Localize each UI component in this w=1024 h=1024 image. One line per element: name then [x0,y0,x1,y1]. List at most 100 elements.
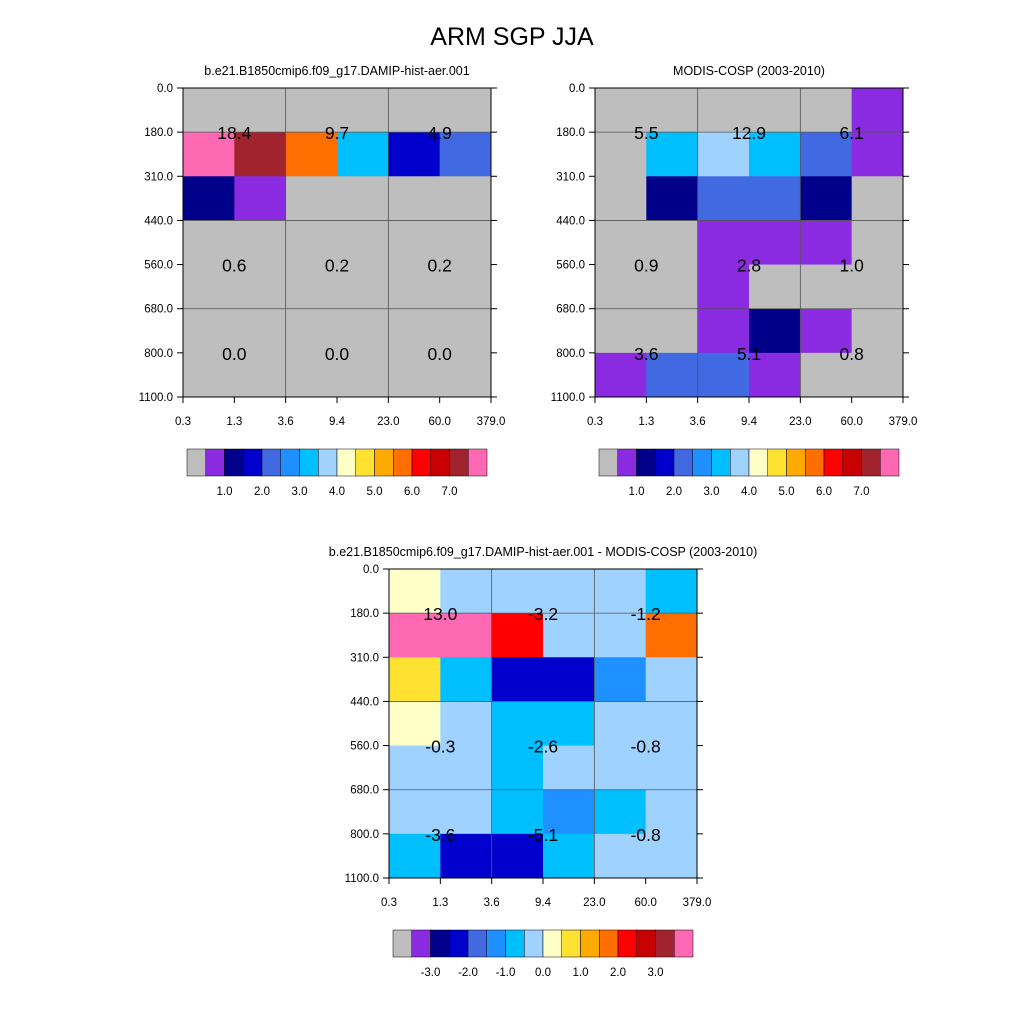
colorbar-label: 3.0 [704,486,720,498]
heatmap-cell [234,220,287,266]
heatmap-cell [697,88,750,133]
heatmap-cell [697,176,750,221]
colorbar-label: -2.0 [458,967,478,979]
heatmap-cell [440,789,493,835]
heatmap-cell [439,220,492,266]
colorbar-swatch [617,448,637,477]
heatmap-cell [491,569,544,614]
heatmap-cell [646,132,699,177]
heatmap-cell [595,264,647,310]
cell-value-label: 13.0 [423,604,457,624]
heatmap-cell [697,308,750,354]
heatmap-cell [645,789,698,835]
heatmap-cell [800,176,853,221]
colorbar-label: 6.0 [816,486,832,498]
colorbar-swatch [692,448,712,477]
y-tick-label: 800.0 [350,829,379,841]
heatmap-cell [234,264,287,310]
heatmap-cell [388,352,441,398]
colorbar-swatch [730,448,750,477]
heatmap-cell [183,88,235,133]
colorbar-swatch [617,929,637,958]
y-tick-label: 310.0 [556,171,585,183]
heatmap-cell [645,745,698,791]
colorbar-label: 5.0 [779,486,795,498]
heatmap-cell [183,264,235,310]
panel-title: b.e21.B1850cmip6.f09_g17.DAMIP-hist-aer.… [204,64,469,78]
y-tick-label: 310.0 [350,652,379,664]
colorbar-swatch [880,448,900,477]
heatmap-cell [337,264,389,310]
y-tick-label: 680.0 [144,304,173,316]
cell-value-label: 0.0 [222,344,247,364]
heatmap-cell [285,264,338,310]
y-tick-label: 560.0 [556,260,585,272]
cell-value-label: -2.6 [528,737,558,757]
cell-value-label: 0.0 [325,344,350,364]
heatmap-cell [337,132,389,177]
colorbar-swatch [598,448,618,477]
panel-observation: MODIS-COSP (2003-2010) 0.0 180.0 310.0 440.0… [551,64,918,498]
colorbar-swatch [186,448,206,477]
heatmap-cell [595,352,647,398]
heatmap-cell [389,701,441,747]
y-tick-label: 800.0 [556,348,585,360]
heatmap-cell [645,833,698,879]
cell-value-label: 0.2 [428,256,452,276]
heatmap-cell [234,352,287,398]
panel-difference: b.e21.B1850cmip6.f09_g17.DAMIP-hist-aer.… [329,545,757,979]
heatmap-cell [594,789,647,835]
colorbar-label: 2.0 [254,486,270,498]
colorbar-swatch [411,929,431,958]
heatmap-cell [697,220,750,266]
heatmap-cell [389,833,441,879]
colorbar-label: 4.0 [741,486,757,498]
colorbar-swatch [767,448,787,477]
colorbar-swatch [336,448,356,477]
colorbar-swatch [655,929,675,958]
heatmap-cell [388,176,441,221]
x-tick-label: 23.0 [583,897,605,909]
heatmap-cell [389,569,441,614]
heatmap-cell [388,132,441,177]
cell-value-label: -3.6 [425,825,455,845]
heatmap-cell [543,613,595,658]
heatmap-cell [645,569,698,614]
cell-value-label: 5.1 [737,344,761,364]
heatmap-cell [543,789,595,835]
heatmap-cell [234,176,287,221]
colorbar-label: -3.0 [421,967,441,979]
colorbar-swatch [467,929,487,958]
colorbar-swatch [748,448,768,477]
heatmap-cell [337,352,389,398]
colorbar-swatch [542,929,562,958]
heatmap-cell [439,132,492,177]
heatmap-cell [749,176,801,221]
colorbar-swatch [861,448,881,477]
heatmap-cell [337,308,389,354]
heatmap-cell [285,220,338,266]
cell-value-label: -1.2 [631,604,661,624]
heatmap-cell [491,833,544,879]
x-tick-label: 0.3 [587,416,603,428]
cell-value-label: 0.9 [634,256,658,276]
heatmap-cell [439,264,492,310]
colorbar-label: 7.0 [442,486,458,498]
heatmap-cell [749,264,801,310]
heatmap-cell [440,569,493,614]
y-tick-label: 680.0 [556,304,585,316]
heatmap-cell [439,352,492,398]
heatmap-cell [389,613,441,658]
heatmap-cell [595,308,647,354]
heatmap-cell [800,308,853,354]
heatmap-cell [389,657,441,702]
heatmap-cell [595,88,647,133]
colorbar-swatch [430,929,450,958]
x-tick-label: 3.6 [484,897,500,909]
heatmap-cell [543,569,595,614]
colorbar-swatch [636,448,656,477]
cell-value-label: 1.0 [840,256,865,276]
colorbar-swatch [205,448,225,477]
x-tick-label: 60.0 [840,416,862,428]
colorbar-swatch [655,448,675,477]
